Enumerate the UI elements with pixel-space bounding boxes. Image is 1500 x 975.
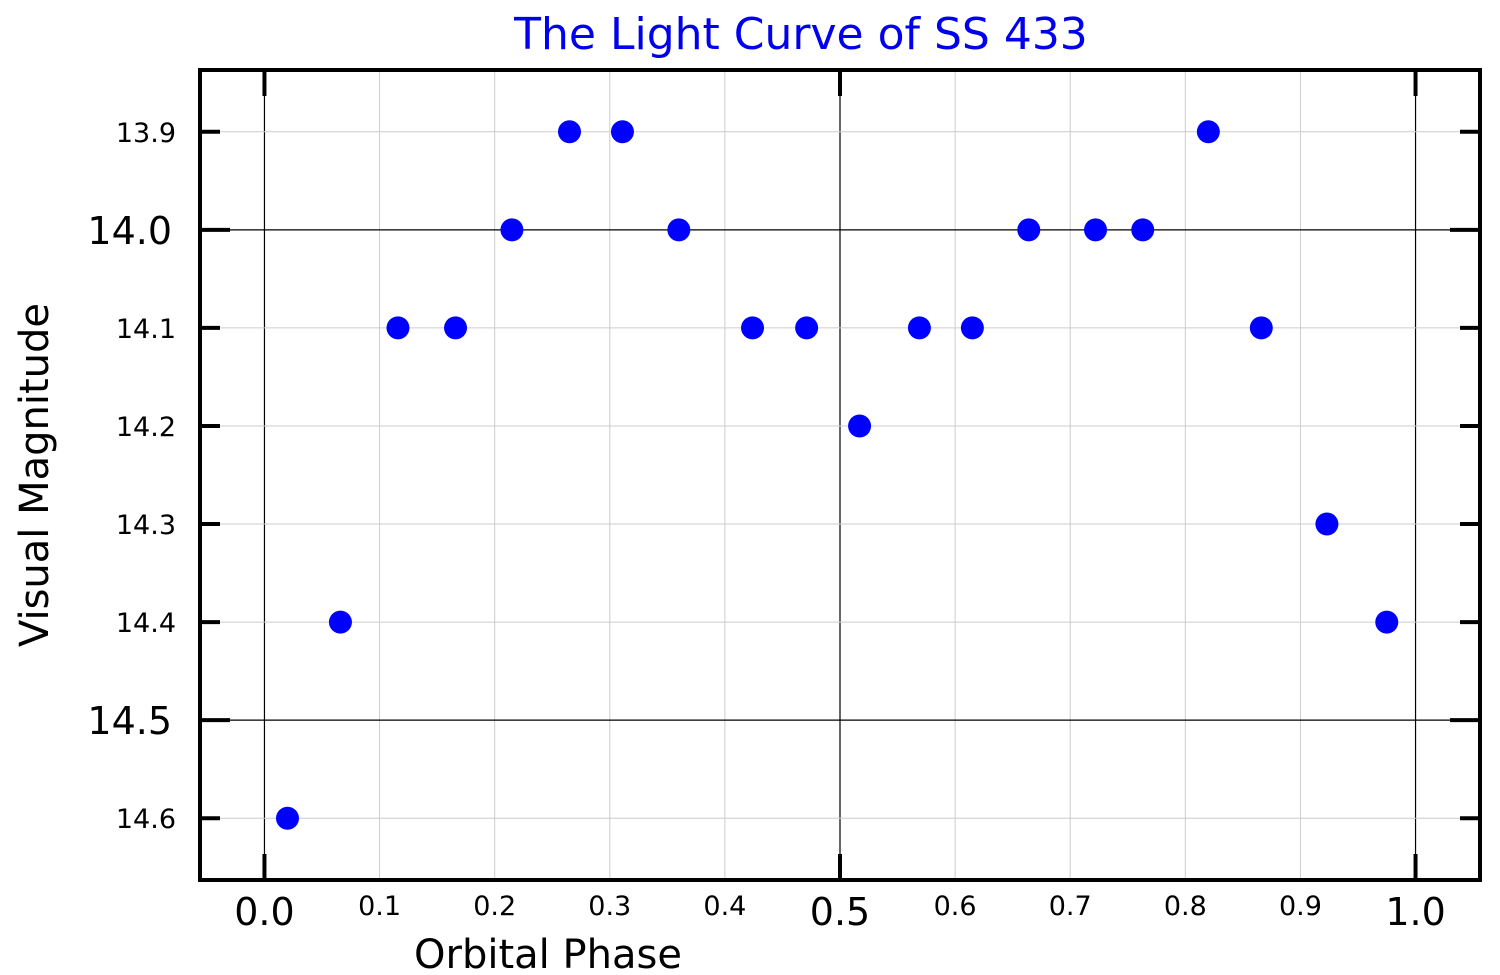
grid — [200, 70, 1480, 880]
data-point — [386, 316, 410, 340]
data-point — [1017, 218, 1041, 242]
data-point — [1315, 512, 1339, 536]
x-tick-label: 0.6 — [934, 891, 977, 922]
y-tick-label: 14.4 — [116, 608, 176, 639]
data-point — [1249, 316, 1273, 340]
data-point — [848, 414, 872, 438]
y-tick-label: 14.1 — [116, 314, 176, 345]
data-point — [500, 218, 524, 242]
x-tick-label: 0.8 — [1164, 891, 1207, 922]
x-tick-label: 1.0 — [1385, 890, 1445, 934]
y-axis-ticks: 13.9 14.0 14.1 14.2 14.3 14.4 14.5 14.6 — [87, 118, 1480, 835]
data-point — [795, 316, 819, 340]
y-tick-label: 13.9 — [116, 118, 176, 149]
data-point — [1131, 218, 1155, 242]
data-point — [907, 316, 931, 340]
x-tick-label: 0.0 — [234, 890, 294, 934]
chart-title: The Light Curve of SS 433 — [513, 9, 1088, 60]
x-tick-label: 0.1 — [358, 891, 401, 922]
data-point — [557, 120, 581, 144]
x-tick-label: 0.5 — [810, 890, 870, 934]
data-point — [275, 806, 299, 830]
x-tick-label: 0.9 — [1279, 891, 1322, 922]
data-points — [275, 120, 1399, 830]
x-tick-label: 0.4 — [703, 891, 746, 922]
data-point — [741, 316, 765, 340]
y-tick-label: 14.5 — [87, 699, 172, 743]
x-tick-label: 0.3 — [588, 891, 631, 922]
y-tick-label: 14.0 — [87, 209, 172, 253]
data-point — [667, 218, 691, 242]
data-point — [1196, 120, 1220, 144]
x-axis-label: Orbital Phase — [414, 932, 682, 975]
x-tick-label: 0.2 — [473, 891, 516, 922]
y-tick-label: 14.2 — [116, 412, 176, 443]
data-point — [960, 316, 984, 340]
y-tick-label: 14.6 — [116, 804, 176, 835]
data-point — [1084, 218, 1108, 242]
data-point — [328, 610, 352, 634]
data-point — [444, 316, 468, 340]
data-point — [1375, 610, 1399, 634]
x-axis-ticks: 0.0 0.1 0.2 0.3 0.4 0.5 0.6 0.7 0.8 0.9 1.0 — [234, 70, 1446, 934]
y-axis-label: Visual Magnitude — [12, 303, 58, 647]
x-tick-label: 0.7 — [1049, 891, 1092, 922]
y-tick-label: 14.3 — [116, 510, 176, 541]
data-point — [610, 120, 634, 144]
